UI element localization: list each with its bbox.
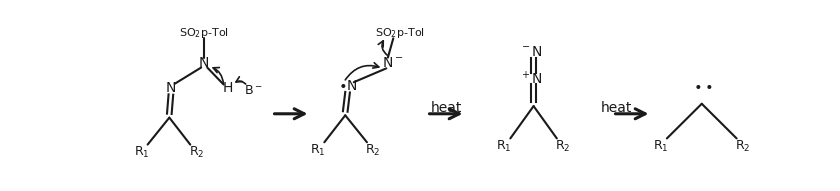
Text: R$_2$: R$_2$ xyxy=(735,138,750,154)
Text: R$_2$: R$_2$ xyxy=(555,138,570,154)
Text: B$^-$: B$^-$ xyxy=(244,84,263,97)
Text: heat: heat xyxy=(601,101,633,115)
Text: $\bullet\bullet$: $\bullet\bullet$ xyxy=(693,78,713,91)
Text: R$_1$: R$_1$ xyxy=(310,142,326,158)
Text: $^-$N: $^-$N xyxy=(519,45,542,59)
Text: R$_1$: R$_1$ xyxy=(134,145,150,160)
Text: N: N xyxy=(165,81,176,95)
Text: R$_1$: R$_1$ xyxy=(496,138,512,154)
Text: heat: heat xyxy=(430,101,462,115)
Text: R$_2$: R$_2$ xyxy=(365,142,381,158)
Text: SO$_2$p-Tol: SO$_2$p-Tol xyxy=(375,26,424,40)
Text: R$_2$: R$_2$ xyxy=(189,145,204,160)
Text: $\bullet$N: $\bullet$N xyxy=(338,79,357,93)
Text: $^+$N: $^+$N xyxy=(519,70,542,87)
Text: N$^-$: N$^-$ xyxy=(381,56,403,70)
Text: R$_1$: R$_1$ xyxy=(653,138,669,154)
Text: H: H xyxy=(223,81,233,95)
Text: SO$_2$p-Tol: SO$_2$p-Tol xyxy=(179,26,229,40)
Text: N: N xyxy=(199,56,209,70)
